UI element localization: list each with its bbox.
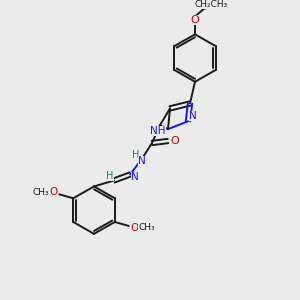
Text: O: O — [190, 14, 200, 25]
Text: O: O — [131, 223, 139, 233]
Text: H: H — [106, 171, 114, 181]
Text: CH₃: CH₃ — [33, 188, 50, 197]
Text: O: O — [171, 136, 179, 146]
Text: CH₂CH₃: CH₂CH₃ — [194, 0, 228, 9]
Text: H: H — [132, 150, 140, 160]
Text: N: N — [131, 172, 139, 182]
Text: CH₃: CH₃ — [139, 224, 155, 232]
Text: O: O — [49, 188, 57, 197]
Text: NH: NH — [150, 126, 166, 136]
Text: N: N — [189, 111, 197, 121]
Text: N: N — [138, 156, 146, 166]
